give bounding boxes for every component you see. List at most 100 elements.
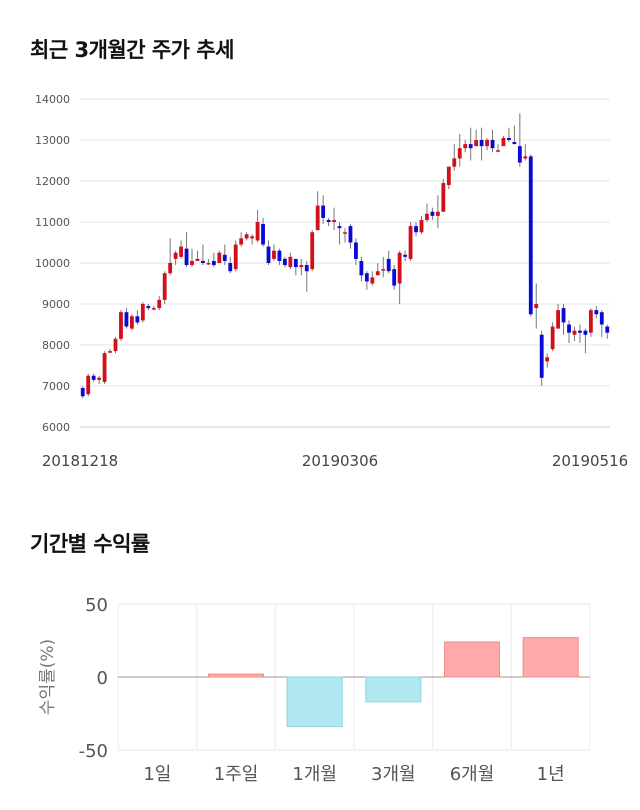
candle-body	[354, 242, 358, 259]
price-trend-title: 최근 3개월간 주가 추세	[30, 38, 234, 62]
candle-body	[430, 211, 435, 216]
candle-body	[572, 330, 577, 335]
candle-body	[157, 299, 162, 309]
candle-body	[414, 226, 418, 233]
candle-body	[528, 156, 533, 315]
returns-x-tick-label: 1주일	[214, 764, 259, 785]
candle-body	[250, 236, 255, 239]
candle-body	[173, 252, 178, 259]
price-y-tick-label: 12000	[35, 175, 70, 188]
candle-body	[594, 310, 599, 315]
candle-body	[507, 137, 511, 140]
candle-body	[485, 140, 489, 147]
returns-bar	[365, 676, 422, 703]
candle-body	[348, 226, 353, 243]
price-y-tick-label: 9000	[42, 298, 70, 311]
candle-body	[129, 316, 134, 329]
candle-body	[561, 308, 566, 323]
candle-body	[452, 158, 457, 167]
candle-body	[425, 213, 429, 220]
candle-body	[113, 338, 118, 352]
candle-body	[550, 326, 555, 350]
candle-body	[468, 144, 473, 149]
period-returns-bar-chart: 50 0 -50 수익률(%) 1일 1주일 1개월 3개월 6개월 1년	[38, 595, 591, 785]
price-x-tick-label: 20190306	[302, 452, 378, 470]
returns-x-tick-label: 1일	[143, 764, 171, 785]
candle-body	[599, 312, 604, 325]
candle-body	[359, 260, 364, 276]
candle-body	[102, 353, 107, 382]
candle-body	[91, 375, 96, 380]
returns-bar	[207, 673, 265, 678]
candle-body	[228, 263, 233, 272]
candle-body	[512, 142, 517, 145]
candle-body	[206, 263, 211, 265]
price-x-tick-label: 20190516	[552, 452, 628, 470]
candle-body	[288, 256, 293, 268]
candle-body	[517, 146, 522, 163]
candle-body	[140, 304, 145, 321]
returns-y-tick-label: -50	[79, 741, 108, 762]
candle-body	[326, 219, 331, 222]
candle-body	[523, 156, 528, 159]
candle-body	[282, 258, 287, 266]
candle-body	[293, 258, 298, 268]
returns-bar	[286, 676, 343, 728]
candle-body	[321, 205, 326, 218]
candle-body	[261, 224, 265, 245]
candle-body	[446, 166, 451, 186]
candle-body	[403, 254, 408, 257]
candle-body	[332, 219, 336, 222]
candle-body	[184, 248, 189, 266]
price-y-tick-label: 13000	[35, 134, 70, 147]
candle-body	[80, 388, 85, 397]
returns-bar	[443, 641, 501, 678]
candle-body	[490, 140, 495, 149]
price-y-tick-label: 14000	[35, 93, 70, 106]
price-y-tick-label: 6000	[42, 421, 70, 434]
returns-bar	[522, 637, 579, 678]
candle-body	[239, 238, 244, 245]
candle-body	[255, 222, 260, 241]
candle-body	[381, 269, 386, 271]
returns-y-axis-label: 수익률(%)	[38, 639, 58, 715]
candle-body	[135, 316, 140, 323]
candle-body	[151, 308, 156, 310]
candle-body	[397, 252, 402, 284]
candle-body	[244, 234, 249, 239]
candle-body	[217, 252, 222, 263]
candle-body	[375, 271, 380, 276]
candle-body	[201, 260, 205, 263]
returns-y-tick-label: 50	[85, 595, 108, 616]
candle-body	[578, 330, 582, 333]
candle-body	[539, 334, 544, 378]
candle-body	[162, 273, 167, 300]
candle-body	[108, 351, 112, 353]
returns-x-tick-label: 1년	[537, 764, 565, 785]
candle-body	[266, 246, 271, 263]
candle-body	[86, 375, 91, 395]
candle-body	[496, 150, 500, 152]
price-y-tick-label: 10000	[35, 257, 70, 270]
candle-body	[304, 265, 309, 272]
candle-body	[605, 326, 610, 333]
candle-body	[479, 140, 484, 147]
candle-body	[179, 246, 183, 257]
candle-body	[556, 310, 561, 329]
price-x-tick-label: 20181218	[42, 452, 118, 470]
candle-body	[534, 304, 539, 309]
candle-body	[392, 269, 397, 286]
candle-body	[588, 310, 593, 333]
candle-body	[337, 226, 342, 229]
candle-body	[168, 263, 173, 274]
candle-body	[567, 324, 571, 333]
candle-body	[310, 232, 315, 270]
candle-body	[583, 330, 588, 335]
candle-body	[501, 137, 506, 147]
price-y-tick-label: 7000	[42, 380, 70, 393]
candle-body	[474, 140, 479, 147]
returns-y-tick-label: 0	[97, 668, 108, 689]
candle-body	[343, 232, 347, 234]
returns-x-tick-label: 1개월	[292, 764, 337, 785]
candle-body	[419, 219, 424, 233]
